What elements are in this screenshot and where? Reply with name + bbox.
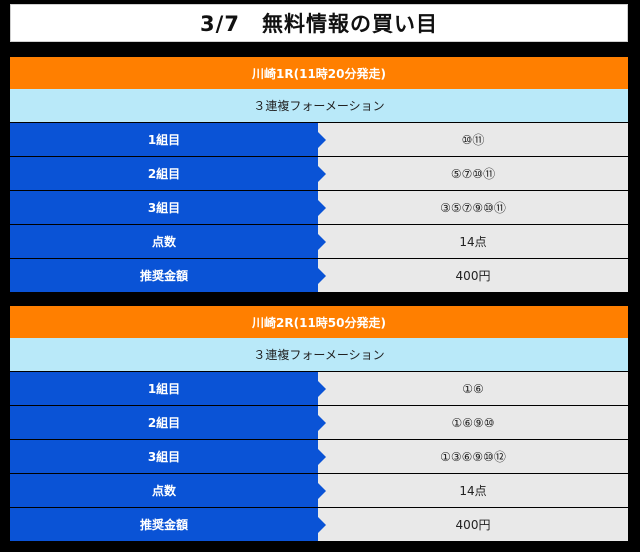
table-row: 点数 14点 xyxy=(10,225,628,258)
table-row: 2組目 ⑤⑦⑩⑪ xyxy=(10,157,628,190)
table-row: 1組目 ⑩⑪ xyxy=(10,123,628,156)
table-row: 推奨金額 400円 xyxy=(10,259,628,292)
table-row: 3組目 ①③⑥⑨⑩⑫ xyxy=(10,440,628,473)
row-label: 1組目 xyxy=(10,372,326,405)
row-label: 推奨金額 xyxy=(10,259,326,292)
table-row: 2組目 ①⑥⑨⑩ xyxy=(10,406,628,439)
row-label: 点数 xyxy=(10,225,326,258)
row-value: ③⑤⑦⑨⑩⑪ xyxy=(318,191,628,224)
row-value: 400円 xyxy=(318,259,628,292)
row-label: 推奨金額 xyxy=(10,508,326,541)
row-value: 400円 xyxy=(318,508,628,541)
row-value: ①⑥⑨⑩ xyxy=(318,406,628,439)
race-header: 川崎1R(11時20分発走) xyxy=(10,57,628,89)
row-value: ⑩⑪ xyxy=(318,123,628,156)
row-label: 1組目 xyxy=(10,123,326,156)
row-label: 3組目 xyxy=(10,440,326,473)
row-value: ①③⑥⑨⑩⑫ xyxy=(318,440,628,473)
table-row: 3組目 ③⑤⑦⑨⑩⑪ xyxy=(10,191,628,224)
row-value: ①⑥ xyxy=(318,372,628,405)
page-title: 3/7 無料情報の買い目 xyxy=(10,4,628,42)
row-label: 2組目 xyxy=(10,406,326,439)
race-card-1: 川崎1R(11時20分発走) ３連複フォーメーション 1組目 ⑩⑪ 2組目 ⑤⑦… xyxy=(10,57,628,292)
row-label: 2組目 xyxy=(10,157,326,190)
row-label: 点数 xyxy=(10,474,326,507)
table-row: 推奨金額 400円 xyxy=(10,508,628,541)
bet-type-label: ３連複フォーメーション xyxy=(10,338,628,371)
race-header: 川崎2R(11時50分発走) xyxy=(10,306,628,338)
row-value: ⑤⑦⑩⑪ xyxy=(318,157,628,190)
table-row: 点数 14点 xyxy=(10,474,628,507)
row-value: 14点 xyxy=(318,225,628,258)
bet-type-label: ３連複フォーメーション xyxy=(10,89,628,122)
row-value: 14点 xyxy=(318,474,628,507)
race-card-2: 川崎2R(11時50分発走) ３連複フォーメーション 1組目 ①⑥ 2組目 ①⑥… xyxy=(10,306,628,541)
table-row: 1組目 ①⑥ xyxy=(10,372,628,405)
row-label: 3組目 xyxy=(10,191,326,224)
